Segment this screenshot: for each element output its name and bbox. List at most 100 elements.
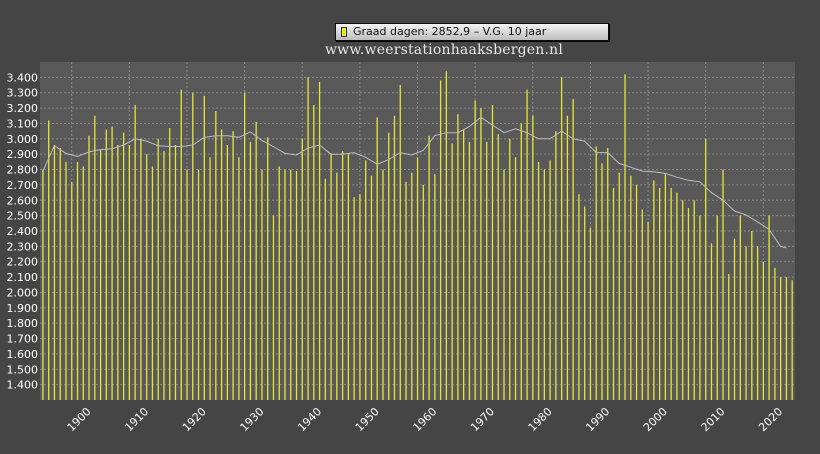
bar	[411, 172, 413, 400]
moving-average-line	[42, 116, 787, 249]
bar	[88, 135, 90, 400]
bar	[428, 135, 430, 400]
bar	[664, 174, 667, 400]
bar	[53, 144, 56, 400]
y-tick-label: 1.900	[7, 302, 39, 315]
bar	[635, 184, 638, 400]
bar	[324, 178, 326, 400]
bar	[341, 151, 344, 400]
bar	[705, 138, 707, 400]
bar	[399, 85, 401, 400]
bar	[491, 105, 494, 400]
bar	[226, 144, 229, 400]
bar	[111, 126, 113, 400]
bar	[509, 138, 511, 400]
bar	[313, 105, 315, 400]
bar	[416, 157, 419, 400]
y-tick-label: 3.400	[7, 71, 39, 84]
bar	[607, 148, 609, 400]
bar	[658, 187, 661, 400]
bar	[105, 129, 107, 400]
bar	[284, 169, 286, 400]
bar-series	[42, 71, 793, 401]
bar	[618, 172, 620, 400]
x-tick-label: 2000	[641, 405, 670, 434]
x-tick-label: 1960	[410, 405, 439, 434]
bar	[370, 175, 373, 400]
bar	[267, 137, 269, 401]
x-tick-label: 1920	[180, 405, 209, 434]
bar	[94, 115, 96, 400]
bar	[169, 128, 171, 400]
bar	[555, 131, 557, 401]
bar	[42, 169, 44, 400]
bar	[301, 138, 303, 400]
bar	[439, 80, 442, 400]
bar	[578, 194, 580, 400]
bar	[751, 231, 753, 400]
bar	[514, 157, 517, 400]
bar	[336, 172, 338, 400]
bar	[716, 215, 718, 400]
bar	[486, 141, 488, 400]
bar	[791, 280, 793, 400]
bar	[388, 132, 390, 400]
y-tick-label: 3.000	[7, 133, 39, 146]
bar	[762, 261, 765, 400]
y-tick-label: 1.400	[7, 379, 39, 392]
watermark-url: www.weerstationhaaksbergen.nl	[325, 42, 564, 58]
x-tick-label: 1970	[468, 405, 497, 434]
y-tick-label: 2.100	[7, 271, 39, 284]
bar	[463, 129, 465, 400]
bar	[745, 246, 747, 400]
bar	[197, 169, 200, 400]
bar	[376, 117, 378, 401]
bar	[163, 151, 165, 400]
y-tick-label: 2.900	[7, 148, 39, 161]
bar	[733, 238, 736, 400]
bar	[261, 169, 263, 400]
y-tick-label: 2.500	[7, 210, 39, 223]
bar	[560, 77, 563, 400]
legend-swatch	[341, 27, 347, 37]
bar	[785, 277, 788, 400]
bar	[497, 134, 499, 400]
bar	[728, 274, 730, 400]
bar	[612, 187, 615, 400]
bar	[255, 121, 257, 400]
y-tick-label: 2.400	[7, 225, 39, 238]
x-tick-label: 1980	[526, 405, 555, 434]
bar	[601, 163, 603, 400]
bar	[653, 180, 655, 400]
bar	[537, 161, 540, 400]
y-tick-label: 2.600	[7, 194, 39, 207]
bar	[543, 169, 545, 400]
bar	[641, 209, 643, 400]
y-axis-tick-labels: 1.400 1.500 1.600 1.700 1.800 1.900 2.000 2.100…	[7, 71, 39, 391]
bar	[186, 169, 188, 400]
bar	[572, 98, 574, 400]
y-tick-label: 2.300	[7, 240, 39, 253]
bar	[359, 194, 361, 400]
bar	[468, 141, 471, 400]
x-tick-label: 1910	[122, 405, 151, 434]
x-tick-label: 1990	[583, 405, 612, 434]
bar	[48, 120, 50, 400]
bar	[174, 144, 177, 400]
bar	[220, 129, 223, 400]
bar	[699, 215, 701, 400]
bar	[249, 141, 252, 400]
x-tick-label: 1930	[238, 405, 267, 434]
bar	[278, 166, 280, 400]
bar	[774, 267, 776, 400]
bar	[687, 207, 690, 400]
bar	[76, 161, 79, 400]
x-tick-label: 1900	[65, 405, 94, 434]
bar	[682, 200, 684, 400]
y-tick-label: 1.800	[7, 317, 39, 330]
bar	[180, 89, 182, 401]
bar	[238, 157, 240, 400]
bar	[157, 138, 159, 400]
x-axis-tick-labels: 1900 1910 1920 1930 1940 1950 1960 1970 1980 1990…	[65, 405, 786, 434]
bar	[589, 227, 592, 400]
